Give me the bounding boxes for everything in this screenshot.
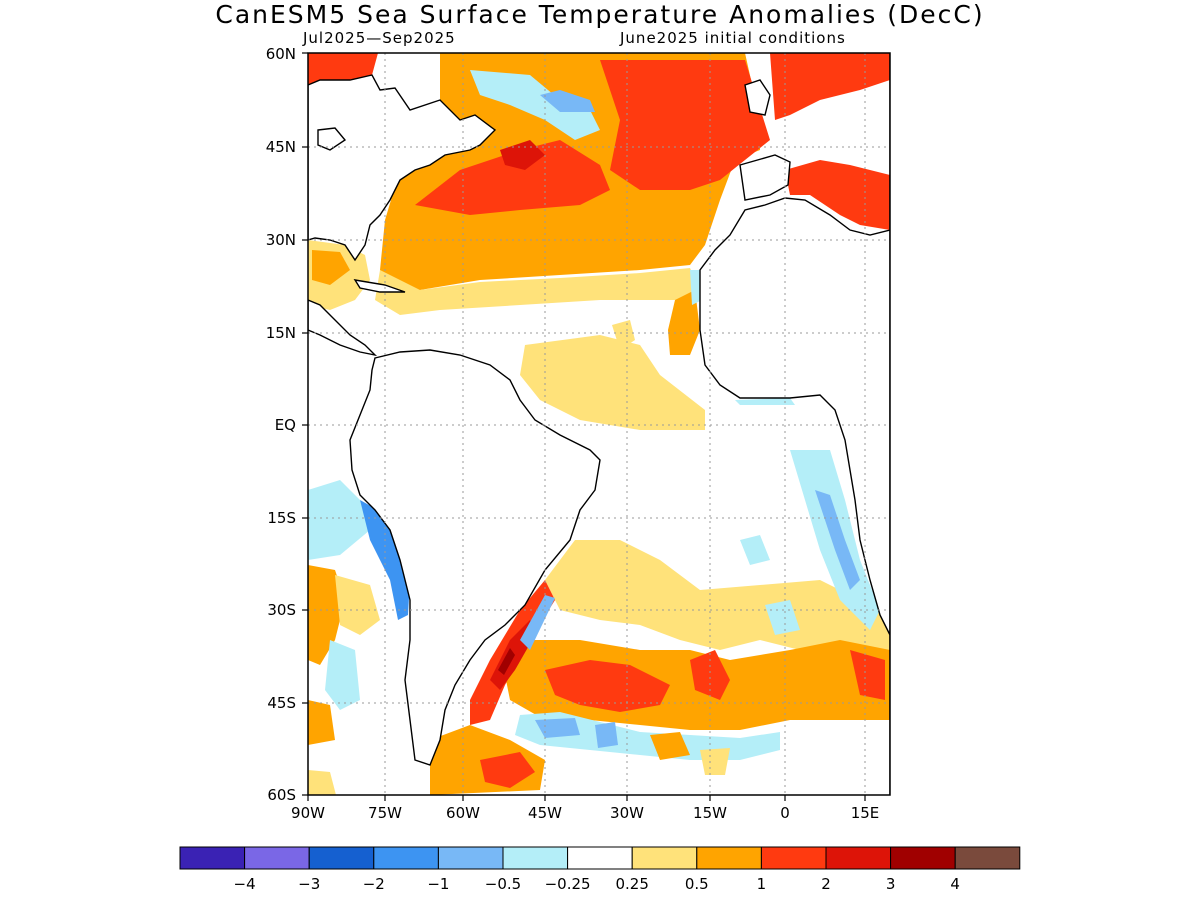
initial-conditions: June2025 initial conditions <box>620 29 846 47</box>
angola-cool-patch <box>740 535 770 565</box>
south-hot-cape-horn <box>480 752 535 788</box>
n-atlantic-hot-core-east <box>600 60 770 190</box>
lon-label-15e: 15E <box>851 804 880 822</box>
lat-label-15n: 15N <box>266 324 296 342</box>
tropical-warm-band <box>520 335 705 430</box>
colorbar-swatch <box>502 846 569 870</box>
colorbar-labels: −4 −3 −2 −1 −0.5 −0.25 0.25 0.5 1 2 3 4 <box>234 875 960 893</box>
cuba-land <box>353 279 406 293</box>
colorbar-swatch <box>567 846 633 870</box>
tropical-warm-spot <box>612 320 635 350</box>
lat-label-45n: 45N <box>266 138 296 156</box>
map-title: CanESM5 Sea Surface Temperature Anomalie… <box>215 0 985 29</box>
nw-africa-cool-strip <box>690 270 702 305</box>
colorbar-label: 3 <box>886 875 896 893</box>
colorbar-label: −0.5 <box>485 875 521 893</box>
colorbar-label: −2 <box>363 875 385 893</box>
guinea-cool-strip <box>735 398 795 405</box>
tick-marks <box>302 52 866 801</box>
gulf-stream-very-hot <box>500 140 545 170</box>
anomaly-field <box>308 53 890 795</box>
south-atlantic-hot-core <box>545 660 670 712</box>
colorbar-label: 0.25 <box>615 875 648 893</box>
lat-label-15s: 15S <box>267 509 296 527</box>
iberia-land <box>739 154 791 201</box>
brazil-current-cool <box>520 595 555 650</box>
brazil-warm-band <box>545 540 890 660</box>
gulf-mexico-warm-core <box>312 250 350 285</box>
colorbar-label: 2 <box>821 875 831 893</box>
colorbar-label: 1 <box>757 875 767 893</box>
lat-label-45s: 45S <box>267 694 296 712</box>
n-atlantic-hot-core-west <box>415 140 610 215</box>
lat-label-30n: 30N <box>266 231 296 249</box>
lon-label-15w: 15W <box>693 804 727 822</box>
colorbar-swatch <box>308 846 375 870</box>
east-pacific-weak-60s <box>308 770 336 795</box>
peru-coast-cool <box>360 500 410 620</box>
colorbar-swatch <box>631 846 698 870</box>
south-cool-patch-2 <box>595 722 618 748</box>
gulf-stream-cool-patch <box>540 90 595 112</box>
lat-label-60s: 60S <box>267 786 296 804</box>
colorbar-label: 0.5 <box>685 875 709 893</box>
lat-label-30s: 30S <box>267 601 296 619</box>
east-pacific-warm-30s <box>308 565 345 665</box>
nw-africa-warm-strip <box>668 290 700 355</box>
lon-label-60w: 60W <box>446 804 480 822</box>
colorbar-label: −1 <box>427 875 449 893</box>
colorbar-label: 4 <box>950 875 960 893</box>
lon-label-75w: 75W <box>368 804 402 822</box>
benguela-cool-core <box>815 490 860 590</box>
lat-label-eq: EQ <box>275 416 296 434</box>
colorbar-swatch <box>825 846 892 870</box>
colorbar <box>179 846 1021 870</box>
east-pacific-weak-30s <box>335 575 380 635</box>
south-atlantic-hot-core-east <box>690 650 730 700</box>
south-cool-patch-1 <box>535 718 580 738</box>
longitude-labels: 90W 75W 60W 45W 30W 15W 0 15E <box>291 804 879 822</box>
colorbar-label: −3 <box>298 875 320 893</box>
lon-label-90w: 90W <box>291 804 325 822</box>
east-pacific-cool <box>308 480 370 560</box>
brazil-malvinas-extreme <box>498 648 515 675</box>
east-pacific-warm-45s <box>308 700 335 745</box>
forecast-period: Jul2025—Sep2025 <box>303 29 456 47</box>
south-warm-patch <box>650 732 690 760</box>
central-america-land <box>308 299 378 357</box>
colorbar-label: −4 <box>234 875 256 893</box>
labrador-cool-patch <box>470 70 600 140</box>
south-cool-patch-east <box>765 600 800 635</box>
colorbar-swatch <box>244 846 310 870</box>
africa-europe-land <box>699 53 890 795</box>
colorbar-swatch <box>437 846 504 870</box>
colorbar-label: −0.25 <box>545 875 591 893</box>
colorbar-swatch <box>179 846 246 870</box>
n-atlantic-weak-rim <box>375 268 700 315</box>
british-isles-land <box>744 79 771 116</box>
map-frame <box>307 52 891 796</box>
colorbar-swatch <box>760 846 827 870</box>
colorbar-swatch <box>373 846 439 870</box>
colorbar-swatch <box>696 846 762 870</box>
latitude-labels: 60N 45N 30N 15N EQ 15S 30S 45S 60S <box>266 45 296 804</box>
lon-label-45w: 45W <box>528 804 562 822</box>
colorbar-swatch <box>954 846 1021 870</box>
south-weak-patch <box>700 748 730 775</box>
lon-label-0: 0 <box>780 804 790 822</box>
south-atlantic-hot-core-far-east <box>850 650 885 700</box>
colorbar-swatch <box>890 846 956 870</box>
lon-label-30w: 30W <box>610 804 644 822</box>
greater-lakes-area <box>317 127 347 151</box>
graticule <box>308 53 890 795</box>
south-cool-band <box>515 712 780 760</box>
east-pacific-cool-45s <box>325 640 360 710</box>
mediterranean-hot-area <box>785 160 890 230</box>
lat-label-60n: 60N <box>266 45 296 63</box>
europe-hot-area <box>770 53 890 120</box>
